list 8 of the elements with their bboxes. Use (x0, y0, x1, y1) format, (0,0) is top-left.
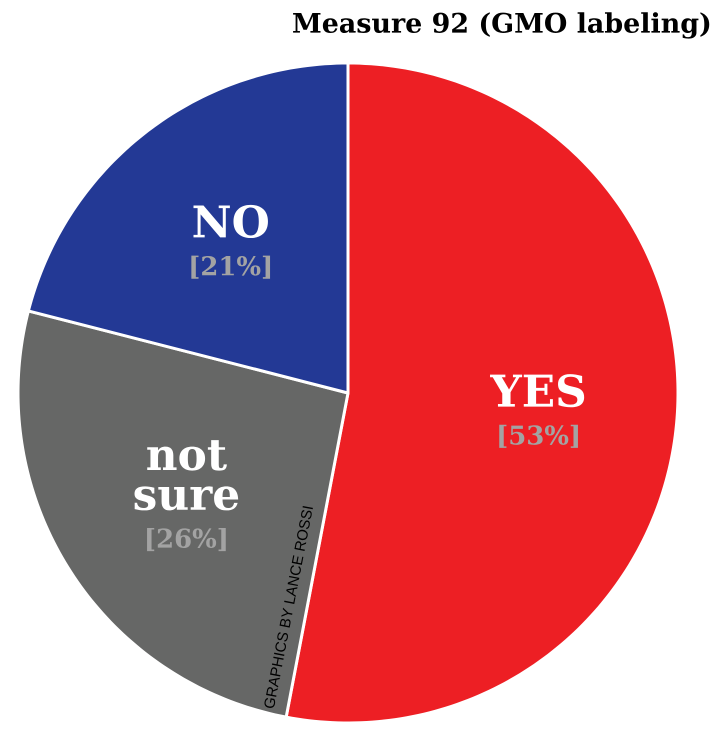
slice-label: YES (490, 374, 584, 408)
text: GRAPHICS BY LANCE ROSSI (264, 506, 313, 708)
chart-title: Measure 92 (GMO labeling) (293, 12, 710, 39)
slice-label: NO (194, 204, 268, 238)
data-label: [21%] (191, 256, 270, 279)
data-label: [26%] (147, 528, 226, 552)
slice-label: not sure (134, 440, 238, 510)
data-label: [53%] (499, 424, 578, 448)
